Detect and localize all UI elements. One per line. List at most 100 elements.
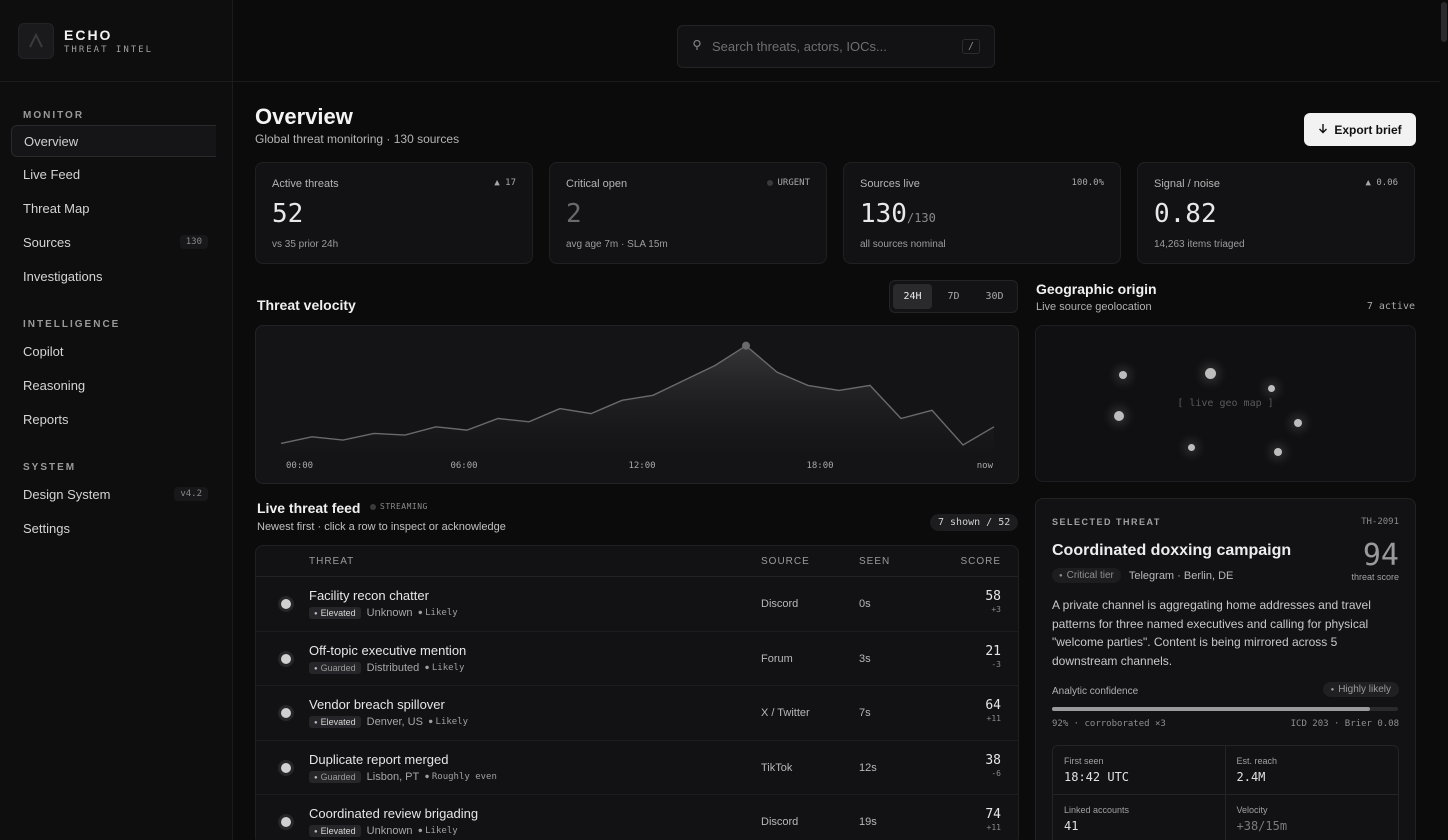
range-30d-button[interactable]: 30D [985, 291, 1004, 302]
row-meta: Guarded Lisbon, PT Roughly even [309, 770, 497, 783]
kpi-label: Critical open [566, 178, 628, 190]
row-title: Off-topic executive mention [309, 642, 467, 658]
geo-marker[interactable] [1119, 371, 1127, 379]
row-score: 38 -6 [985, 753, 1001, 778]
confidence-foot-right: ICD 203 · Brier 0.08 [1290, 719, 1399, 729]
row-source: Forum [761, 652, 793, 665]
score-delta: -3 [991, 659, 1001, 669]
x-tick-label: 18:00 [806, 461, 833, 471]
kpi-value: 0.82 [1154, 199, 1217, 229]
threat-score-label: threat score [1351, 572, 1399, 582]
score-value: 74 [985, 807, 1001, 822]
velocity-peak-point[interactable] [742, 341, 750, 350]
kpi-label: Signal / noise [1154, 178, 1221, 190]
export-brief-label: Export brief [1334, 122, 1402, 137]
version-badge: v4.2 [174, 487, 208, 501]
search-icon [692, 38, 702, 56]
search-shortcut: / [961, 39, 980, 54]
row-score: 74 +11 [985, 807, 1001, 832]
selected-threat-panel: SELECTED THREAT TH-2091 Coordinated doxx… [1035, 498, 1416, 840]
sidebar-item-reasoning[interactable]: Reasoning [0, 368, 216, 402]
likelihood-tag: Likely [419, 608, 458, 618]
score-value: 64 [985, 698, 1001, 713]
kpi-sources-live[interactable]: Sources live 100.0% 130/130 all sources … [843, 162, 1121, 264]
tier-badge: Guarded [309, 661, 361, 674]
selected-threat-title: Coordinated doxxing campaign [1052, 542, 1292, 559]
scrollbar-thumb[interactable] [1441, 2, 1447, 42]
kpi-value-suffix: /130 [906, 211, 936, 225]
geo-marker[interactable] [1294, 419, 1302, 427]
shown-count-pill: 7 shown / 52 [930, 514, 1019, 531]
feed-title: Live threat feed [257, 500, 361, 516]
velocity-chart[interactable]: 00:00 06:00 12:00 18:00 now [255, 325, 1019, 484]
sidebar-item-copilot[interactable]: Copilot [0, 334, 216, 368]
row-seen: 3s [859, 652, 871, 665]
row-score: 64 +11 [985, 698, 1001, 723]
sidebar-item-reports[interactable]: Reports [0, 402, 216, 436]
export-brief-button[interactable]: Export brief [1304, 113, 1416, 146]
geo-marker[interactable] [1114, 411, 1124, 421]
kpi-critical-open[interactable]: Critical open URGENT 2 avg age 7m · SLA … [549, 162, 827, 264]
sidebar-item-investigations[interactable]: Investigations [0, 259, 216, 293]
tier-badge: Elevated [309, 716, 361, 728]
nav-section-system: SYSTEM [23, 462, 77, 473]
kpi-label: Sources live [860, 178, 920, 190]
table-body: Facility recon chatter Elevated Unknown Lik… [256, 577, 1018, 840]
table-row[interactable]: Facility recon chatter Elevated Unknown Lik… [256, 577, 1018, 632]
column-seen[interactable]: SEEN [859, 556, 891, 567]
geo-marker[interactable] [1205, 368, 1216, 379]
status-dot-icon [281, 653, 291, 664]
table-row[interactable]: Coordinated review brigading Elevated Unkn… [256, 795, 1018, 840]
row-meta: Elevated Unknown Likely [309, 825, 458, 837]
search-input[interactable] [712, 39, 952, 54]
score-value: 38 [985, 752, 1001, 768]
selected-threat-meta: Telegram · Berlin, DE [1128, 569, 1234, 582]
status-dot-icon [281, 708, 291, 718]
column-source[interactable]: SOURCE [761, 556, 810, 567]
column-threat[interactable]: THREAT [309, 556, 355, 567]
confidence-label: Analytic confidence [1052, 686, 1139, 697]
velocity-title: Threat velocity [257, 297, 356, 313]
row-seen: 7s [859, 707, 871, 719]
kpi-active-threats[interactable]: Active threats ▲ 17 52 vs 35 prior 24h [255, 162, 533, 264]
stat-label: Velocity [1236, 805, 1268, 815]
sidebar-item-settings[interactable]: Settings [0, 511, 216, 545]
tier-badge: Elevated [309, 825, 361, 837]
sidebar-item-label: Reports [23, 411, 69, 427]
geo-marker[interactable] [1268, 385, 1275, 392]
kpi-label: Active threats [272, 178, 339, 190]
table-row[interactable]: Vendor breach spillover Elevated Denver, U… [256, 686, 1018, 741]
sidebar-item-overview[interactable]: Overview [11, 125, 216, 157]
brand-subtitle: THREAT INTEL [64, 44, 154, 55]
row-title: Vendor breach spillover [309, 697, 445, 712]
sidebar-item-threat-map[interactable]: Threat Map [0, 191, 216, 225]
status-dot-icon [281, 817, 291, 827]
column-score[interactable]: SCORE [960, 556, 1001, 567]
row-meta: Elevated Denver, US Likely [309, 716, 468, 728]
range-24h-button[interactable]: 24H [893, 284, 932, 309]
sidebar-item-design-system[interactable]: Design System v4.2 [0, 477, 216, 511]
velocity-chart-svg: 00:00 06:00 12:00 18:00 now [280, 341, 995, 471]
search-box[interactable]: / [677, 25, 995, 68]
velocity-series-line [280, 344, 995, 446]
sidebar-item-sources[interactable]: Sources 130 [0, 225, 216, 259]
sidebar-item-label: Sources [23, 234, 71, 250]
kpi-value-main: 130 [860, 199, 907, 229]
kpi-signal-noise[interactable]: Signal / noise ▲ 0.06 0.82 14,263 items … [1137, 162, 1415, 264]
table-row[interactable]: Off-topic executive mention Guarded Distri… [256, 632, 1018, 686]
stat-label: Linked accounts [1064, 805, 1130, 815]
stat-label: Est. reach [1236, 756, 1278, 766]
sidebar-item-live-feed[interactable]: Live Feed [0, 157, 216, 191]
page-scrollbar[interactable] [1440, 0, 1448, 840]
table-row[interactable]: Duplicate report merged Guarded Lisbon, PT… [256, 741, 1018, 795]
geo-marker[interactable] [1274, 448, 1282, 456]
tier-badge: Guarded [309, 770, 361, 783]
kpi-foot: 14,263 items triaged [1154, 239, 1245, 250]
logo-icon[interactable] [18, 22, 54, 59]
row-seen: 0s [859, 598, 871, 610]
geo-map[interactable]: [ live geo map ] [1035, 325, 1416, 482]
score-value: 21 [985, 643, 1001, 659]
range-7d-button[interactable]: 7D [947, 291, 960, 302]
geo-marker[interactable] [1188, 444, 1195, 451]
